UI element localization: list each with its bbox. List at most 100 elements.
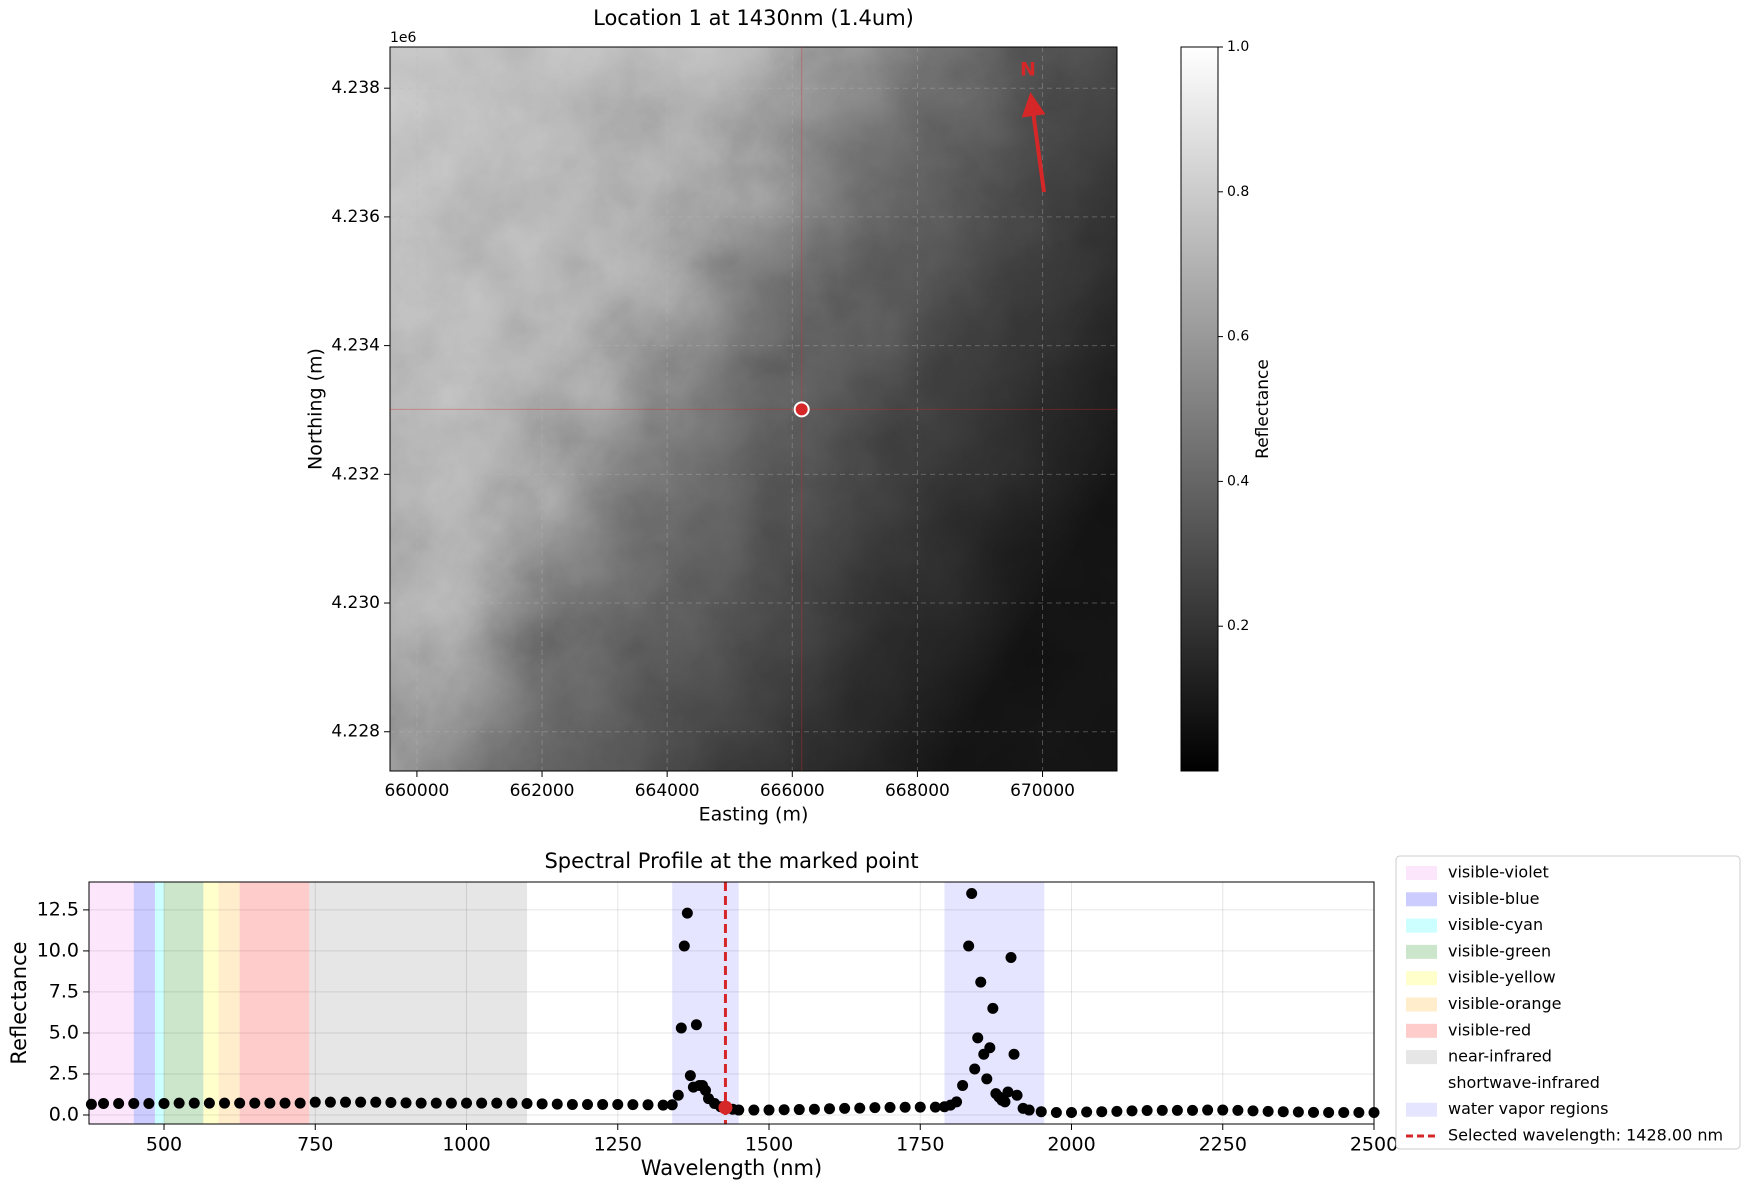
data-point: [1035, 1106, 1047, 1118]
axes-frame: [88, 881, 1375, 1125]
x-tick-label: 1000: [442, 1134, 490, 1156]
region-band: [133, 882, 155, 1124]
data-point: [1262, 1105, 1274, 1117]
data-point: [249, 1097, 261, 1109]
region-band: [164, 882, 204, 1124]
data-point: [1002, 1086, 1014, 1098]
x-tick-label: 666000: [760, 781, 825, 801]
legend-label: Selected wavelength: 1428.00 nm: [1448, 1126, 1723, 1145]
region-band: [239, 882, 310, 1124]
legend-swatch: [1406, 1050, 1437, 1065]
x-tick-label: 664000: [635, 781, 700, 801]
data-point: [778, 1104, 790, 1116]
x-tick-label: 1750: [896, 1134, 944, 1156]
colorbar-label: Reflectance: [1253, 359, 1273, 459]
x-tick-label: 2500: [1350, 1134, 1398, 1156]
data-point: [415, 1097, 427, 1109]
data-point: [582, 1098, 594, 1110]
legend-label: visible-violet: [1448, 863, 1549, 882]
data-point: [963, 940, 975, 952]
data-point: [1187, 1104, 1199, 1116]
data-point: [400, 1097, 412, 1109]
legend-swatch: [1406, 1076, 1437, 1091]
data-point: [566, 1098, 578, 1110]
data-point: [975, 976, 987, 988]
legend-swatch: [1406, 1023, 1437, 1038]
data-point: [476, 1097, 488, 1109]
north-arrow: [1021, 92, 1046, 193]
colorbar-tick-label: 1.0: [1227, 39, 1249, 55]
selected-point: [718, 1100, 733, 1115]
data-point: [234, 1097, 246, 1109]
data-point: [672, 1089, 684, 1101]
data-point: [491, 1097, 503, 1109]
x-tick-label: 1500: [745, 1134, 793, 1156]
data-point: [678, 940, 690, 952]
region-band: [309, 882, 528, 1124]
legend-label: visible-orange: [1448, 994, 1562, 1013]
legend-label: visible-yellow: [1448, 968, 1556, 987]
data-point: [1005, 951, 1017, 963]
region-band: [527, 882, 1374, 1124]
y-tick-label: 5.0: [49, 1021, 79, 1043]
data-point: [597, 1098, 609, 1110]
data-point: [984, 1042, 996, 1054]
y-tick-label: 7.5: [49, 980, 79, 1002]
y-axis-label: Reflectance: [7, 941, 31, 1064]
data-point: [370, 1096, 382, 1108]
data-point: [340, 1096, 352, 1108]
data-point: [1008, 1048, 1020, 1060]
raster-texture: [390, 47, 1117, 771]
data-point: [143, 1097, 155, 1109]
data-point: [1202, 1104, 1214, 1116]
chart-title: Location 1 at 1430nm (1.4um): [593, 6, 914, 30]
data-point: [1308, 1106, 1320, 1118]
y-tick-label: 4.232: [331, 464, 380, 484]
data-point: [1277, 1106, 1289, 1118]
region-band: [218, 882, 240, 1124]
y-axis-label: Northing (m): [305, 348, 327, 470]
legend-label: visible-cyan: [1448, 915, 1543, 934]
colorbar-tick-label: 0.4: [1227, 473, 1249, 489]
data-point: [173, 1097, 185, 1109]
data-point: [521, 1097, 533, 1109]
y-tick-label: 4.228: [331, 722, 380, 742]
data-point: [1096, 1106, 1108, 1118]
data-point: [461, 1097, 473, 1109]
data-point: [279, 1097, 291, 1109]
data-point: [972, 1032, 984, 1044]
x-tick-label: 670000: [1010, 781, 1075, 801]
data-point: [1171, 1104, 1183, 1116]
data-point: [294, 1097, 306, 1109]
data-point: [1011, 1089, 1023, 1101]
data-point: [1066, 1107, 1078, 1119]
data-point: [690, 1019, 702, 1031]
x-tick-label: 1250: [594, 1134, 642, 1156]
data-point: [385, 1097, 397, 1109]
data-point: [1126, 1105, 1138, 1117]
legend-box: [1395, 855, 1741, 1150]
data-point: [1217, 1104, 1229, 1116]
x-tick-label: 662000: [510, 781, 575, 801]
data-point: [1156, 1104, 1168, 1116]
data-point: [1081, 1106, 1093, 1118]
data-point: [506, 1097, 518, 1109]
y-tick-label: 4.230: [331, 593, 380, 613]
y-tick-label: 4.236: [331, 207, 380, 227]
data-point: [763, 1104, 775, 1116]
data-point: [899, 1101, 911, 1113]
legend-label: visible-blue: [1448, 889, 1540, 908]
data-point: [1232, 1104, 1244, 1116]
y-tick-label: 2.5: [49, 1062, 79, 1084]
legend-swatch: [1406, 971, 1437, 986]
data-point: [914, 1101, 926, 1113]
y-offset-label: 1e6: [390, 30, 417, 46]
data-point: [219, 1097, 231, 1109]
data-point: [1247, 1105, 1259, 1117]
data-point: [128, 1097, 140, 1109]
data-point: [627, 1099, 639, 1111]
data-point: [85, 1098, 97, 1110]
axes-frame: [389, 46, 1118, 772]
data-point: [642, 1099, 654, 1111]
